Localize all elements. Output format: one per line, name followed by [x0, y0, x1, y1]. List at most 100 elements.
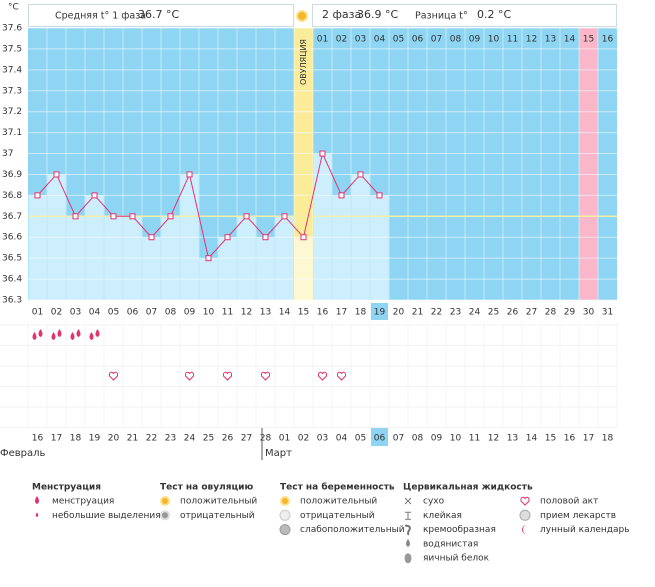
temp-point: [186, 171, 193, 178]
cycle-day: 01: [317, 35, 328, 45]
cycle-day: 08: [450, 35, 462, 45]
menstruation-icon: [95, 329, 100, 337]
legend-icon: [35, 496, 39, 504]
date-label: 15: [545, 434, 556, 444]
x-tick-label: 07: [146, 308, 157, 318]
temp-bar: [313, 153, 332, 300]
date-label: 09: [431, 434, 443, 444]
legend-title: Цервикальная жидкость: [403, 483, 533, 493]
legend-icon: [160, 496, 170, 506]
legend-label: водянистая: [423, 539, 478, 549]
column-bg: [199, 28, 218, 300]
menstruation-icon: [57, 329, 62, 337]
date-label: 26: [222, 434, 234, 444]
sun-icon: [296, 10, 308, 22]
temp-bar: [370, 195, 389, 300]
x-tick-label: 12: [241, 308, 252, 318]
y-tick-label: 37.1: [2, 128, 22, 138]
diff-label: Разница t°: [415, 11, 468, 22]
temp-point: [262, 234, 269, 241]
heart-icon: [337, 371, 346, 381]
cycle-day: 04: [374, 35, 386, 45]
legend-icon: [404, 524, 411, 536]
date-label: 20: [108, 434, 120, 444]
column-bg: [484, 28, 503, 300]
date-label: 10: [450, 434, 462, 444]
date-label: 19: [89, 434, 101, 444]
y-tick-label: 36.8: [2, 191, 22, 201]
heart-icon: [261, 371, 270, 381]
date-label: 17: [583, 434, 594, 444]
y-tick-label: 36.9: [2, 170, 22, 180]
x-tick-label: 03: [70, 308, 81, 318]
temp-bar: [28, 195, 47, 300]
heart-icon: [318, 371, 327, 381]
menstruation-icon: [89, 332, 94, 340]
x-tick-label: 26: [507, 308, 519, 318]
x-tick-label: 23: [450, 308, 461, 318]
cycle-day: 11: [507, 35, 518, 45]
x-tick-label: 16: [317, 308, 329, 318]
temp-point: [91, 192, 98, 199]
x-tick-label: 27: [526, 308, 537, 318]
date-label: 17: [51, 434, 62, 444]
temp-bar: [332, 195, 351, 300]
date-label: 07: [393, 434, 404, 444]
date-label: 02: [298, 434, 309, 444]
temp-point: [338, 192, 345, 199]
cycle-day: 06: [412, 35, 424, 45]
date-label: 18: [70, 434, 82, 444]
phase1-label: Средняя t° 1 фаза: [55, 11, 146, 22]
column-bg: [579, 28, 598, 300]
legend-label: половой акт: [540, 497, 598, 507]
temp-point: [357, 171, 364, 178]
x-tick-label: 21: [412, 308, 423, 318]
x-tick-label: 08: [165, 308, 177, 318]
x-tick-label: 02: [51, 308, 62, 318]
legend-icon: [280, 496, 290, 506]
date-label: 03: [317, 434, 328, 444]
phase1-value: 36.7 °C: [138, 8, 179, 21]
y-tick-label: 37.2: [2, 107, 22, 117]
date-label: 01: [279, 434, 290, 444]
date-label: 25: [203, 434, 214, 444]
column-bg: [465, 28, 484, 300]
legend-label: небольшие выделения: [52, 511, 161, 521]
x-tick-label: 18: [355, 308, 367, 318]
y-tick-label: 37: [2, 149, 13, 159]
temp-bar: [294, 237, 313, 300]
date-label: 08: [412, 434, 424, 444]
temp-bar: [142, 237, 161, 300]
cycle-day: 14: [564, 35, 576, 45]
y-tick-label: 36.7: [2, 212, 22, 222]
column-bg: [503, 28, 522, 300]
legend-icon: [279, 524, 291, 536]
menstruation-icon: [76, 329, 81, 337]
cycle-day: 13: [545, 35, 556, 45]
date-label: 14: [526, 434, 538, 444]
date-label: 27: [241, 434, 252, 444]
temp-point: [376, 192, 383, 199]
current-date-box: [371, 428, 388, 446]
menstruation-icon: [32, 332, 37, 340]
temp-point: [205, 255, 212, 262]
cycle-day: 03: [355, 35, 366, 45]
legend-label: менструация: [52, 497, 114, 507]
cycle-day: 10: [488, 35, 500, 45]
date-label: 04: [336, 434, 348, 444]
legend-label: слабоположительный: [300, 525, 405, 535]
legend-icon: [522, 524, 527, 535]
x-tick-label: 14: [279, 308, 291, 318]
temp-point: [281, 213, 288, 220]
menstruation-icon: [70, 332, 75, 340]
temp-point: [72, 213, 79, 220]
heart-icon: [520, 496, 530, 506]
legend-label: положительный: [300, 497, 377, 507]
legend-title: Тест на овуляцию: [160, 483, 253, 493]
y-tick-label: 37.6: [2, 24, 22, 34]
temp-bar: [256, 237, 275, 300]
x-tick-label: 06: [127, 308, 139, 318]
menstruation-icon: [38, 329, 43, 337]
column-bg: [427, 28, 446, 300]
